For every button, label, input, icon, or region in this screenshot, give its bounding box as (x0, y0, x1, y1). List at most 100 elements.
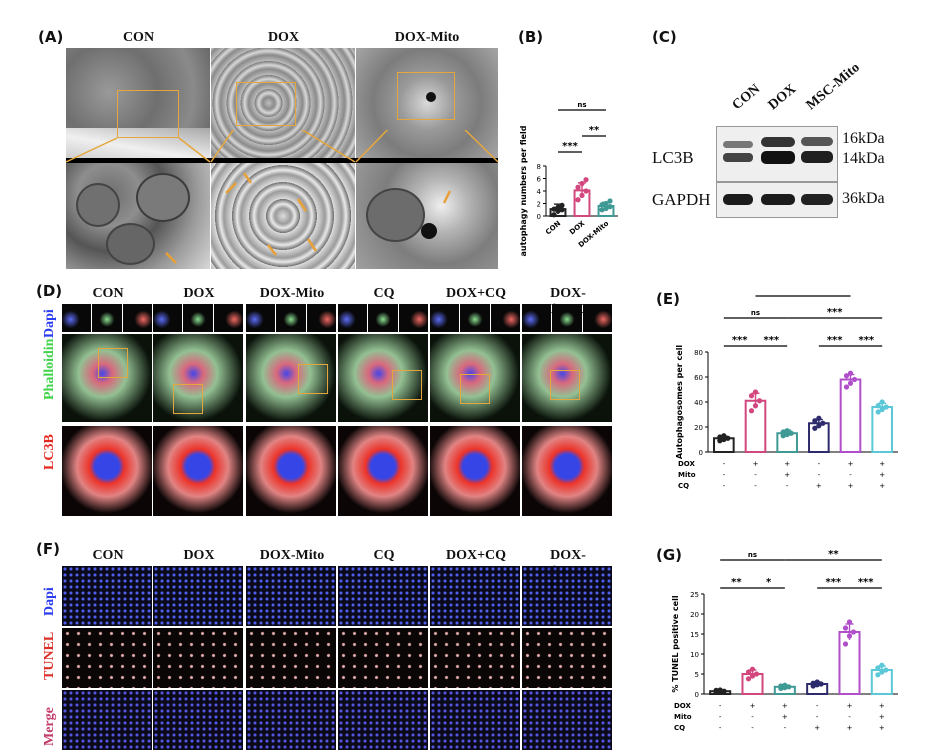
y-tick-label: 2 (537, 201, 541, 209)
significance-label: *** (795, 292, 811, 296)
data-point (559, 207, 565, 213)
em-image-doxmito-high (356, 163, 498, 269)
blot-row-lc3b: LC3B (652, 148, 694, 167)
condition-sign: - (751, 713, 754, 721)
x-category-label: DOX (568, 219, 587, 236)
y-tick-label: 80 (694, 349, 703, 357)
condition-sign: - (719, 702, 722, 710)
data-point (603, 205, 609, 212)
condition-sign: - (723, 471, 726, 479)
condition-sign: + (879, 471, 885, 479)
condition-sign: - (719, 713, 722, 721)
dapi-thumbnail (398, 304, 428, 332)
data-point (551, 212, 557, 218)
panel-d-group-header: DOX+CQ (445, 286, 507, 301)
dapi-thumbnail (276, 304, 306, 332)
condition-sign: - (818, 471, 821, 479)
condition-sign: + (782, 713, 788, 721)
arrow-icon (225, 182, 237, 194)
em-image-con-high (66, 163, 210, 269)
zoom-connector-lines (65, 130, 499, 163)
data-point (883, 404, 889, 410)
dapi-thumbnail (522, 304, 552, 332)
row-label-dapi: Dapi (42, 309, 57, 338)
significance-label: *** (827, 307, 843, 318)
data-point (810, 680, 816, 686)
tunel-merge-image (62, 690, 152, 750)
panel-f-group-header: DOX (183, 548, 215, 563)
data-point (745, 676, 752, 682)
condition-sign: - (848, 713, 851, 721)
condition-sign: - (723, 482, 726, 490)
blot-row-gapdh: GAPDH (652, 190, 711, 209)
data-point (875, 403, 881, 409)
data-point (818, 681, 824, 687)
merged-cell-image (153, 334, 243, 422)
tunel-stain-image (153, 628, 243, 688)
significance-label: ns (577, 101, 586, 109)
significance-label: *** (858, 577, 874, 588)
zoom-box-dox (236, 82, 296, 126)
significance-label: *** (858, 335, 874, 346)
data-point (850, 629, 857, 635)
dapi-thumbnail (368, 304, 398, 332)
merged-cell-image (246, 334, 336, 422)
zoom-box (173, 384, 203, 414)
data-point (575, 197, 581, 203)
condition-sign: + (750, 702, 756, 710)
panel-c-label: (C) (652, 28, 677, 46)
condition-sign: - (849, 471, 852, 479)
significance-label: *** (732, 335, 748, 346)
row-label-phalloidin: Phalloidin (42, 338, 57, 400)
dapi-thumbnail (213, 304, 243, 332)
tunel-dapi-image (246, 566, 336, 626)
merged-cell-image (522, 334, 612, 422)
tunel-merge-image (522, 690, 612, 750)
data-point (847, 380, 854, 386)
panel-g-label: (G) (656, 546, 683, 564)
kda-36: 36kDa (842, 190, 885, 207)
condition-sign: + (784, 460, 790, 468)
bar (839, 378, 862, 453)
data-point (752, 389, 759, 395)
data-point (816, 423, 822, 429)
data-point (814, 679, 820, 685)
dapi-thumbnail (62, 304, 92, 332)
condition-sign: + (879, 460, 885, 468)
row-label-f-tunel: TUNEL (42, 631, 57, 680)
condition-sign: - (754, 471, 757, 479)
tunel-dapi-image (430, 566, 520, 626)
tunel-dapi-image (153, 566, 243, 626)
zoom-box (550, 370, 580, 400)
zoom-box-doxmito (397, 72, 455, 120)
arrow-icon (442, 190, 452, 204)
panel-f-group-header: CQ (373, 548, 395, 563)
significance-label: ** (731, 577, 742, 588)
tunel-merge-image (153, 690, 243, 750)
kda-16: 16kDa (842, 130, 885, 147)
dapi-thumbnail (183, 304, 213, 332)
tunel-merge-image (338, 690, 428, 750)
panel-a-group-dox-mito: DOX-Mito (394, 30, 460, 45)
autophagosome-arrows (165, 172, 452, 264)
significance-label: ** (828, 549, 839, 560)
arrow-icon (267, 244, 277, 256)
arrow-icon (242, 172, 253, 184)
tunel-dapi-image (338, 566, 428, 626)
data-point (555, 208, 561, 214)
data-point (752, 403, 759, 409)
data-point (875, 665, 881, 671)
data-point (717, 434, 723, 440)
condition-sign: + (847, 724, 853, 732)
data-point (820, 420, 826, 426)
condition-sign: + (753, 460, 759, 468)
y-tick-label: 20 (690, 611, 699, 619)
y-tick-label: 25 (690, 591, 699, 599)
data-point (599, 202, 605, 208)
arrow-icon (296, 198, 308, 212)
dapi-thumbnail (552, 304, 582, 332)
tunel-stain-image (246, 628, 336, 688)
dapi-thumbnail (460, 304, 490, 332)
significance-label: * (766, 577, 772, 588)
y-axis-label: % TUNEL positive cell (671, 595, 680, 692)
